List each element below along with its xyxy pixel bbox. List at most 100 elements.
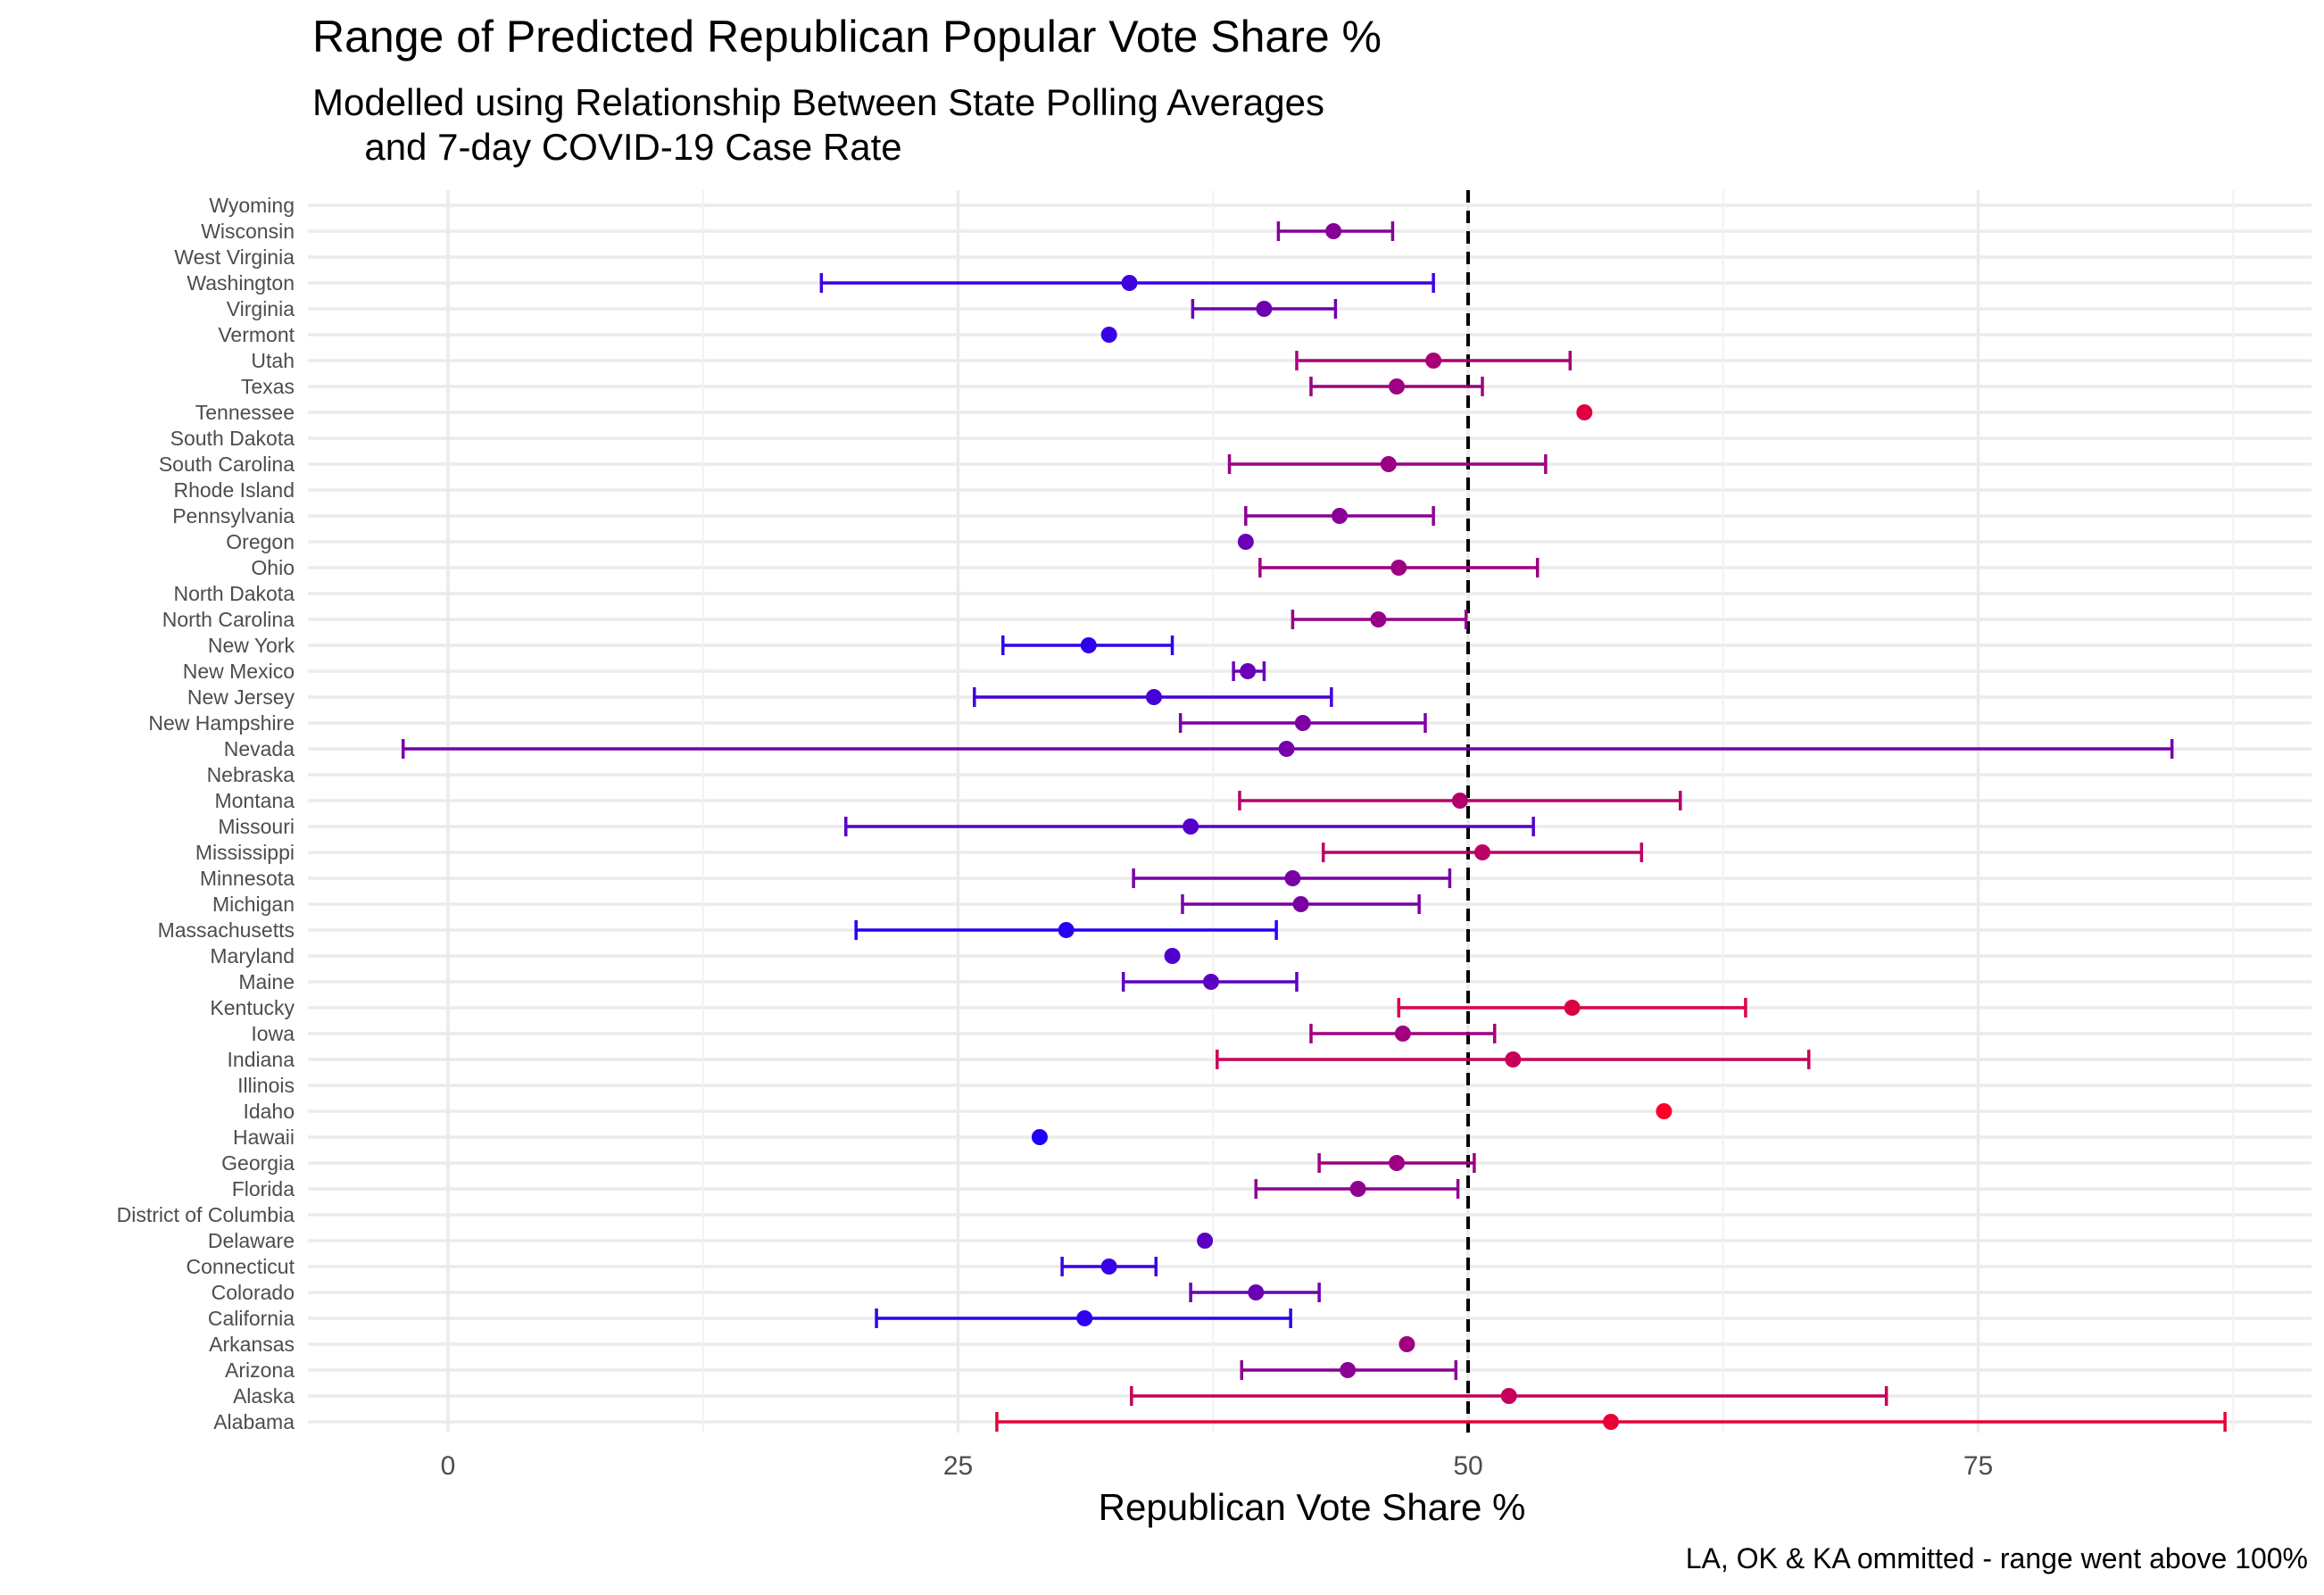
x-axis-ticks: 0 25 50 75	[441, 1451, 1994, 1481]
point	[1394, 1026, 1411, 1042]
point	[1380, 456, 1397, 472]
y-tick-label: South Carolina	[159, 453, 295, 476]
y-tick-label: Pennsylvania	[172, 504, 295, 528]
point	[1294, 715, 1311, 731]
point	[1331, 508, 1348, 524]
point	[1425, 353, 1442, 369]
point	[1603, 1414, 1620, 1430]
point	[1121, 275, 1138, 291]
chart-caption: LA, OK & KA ommitted - range went above …	[1685, 1542, 2308, 1574]
point	[1399, 1336, 1415, 1352]
point	[1240, 663, 1257, 679]
point	[1340, 1362, 1357, 1378]
point	[1564, 1000, 1581, 1016]
y-tick-label: Alaska	[233, 1384, 295, 1408]
y-tick-label: Virginia	[227, 297, 295, 320]
y-tick-label: Arkansas	[209, 1333, 295, 1356]
y-tick-label: Connecticut	[187, 1255, 295, 1278]
y-tick-label: Illinois	[237, 1074, 295, 1097]
y-tick-label: District of Columbia	[117, 1203, 295, 1226]
point	[1292, 896, 1309, 912]
y-tick-label: Nebraska	[207, 763, 295, 786]
y-tick-label: Mississippi	[195, 841, 295, 864]
point	[1237, 534, 1254, 550]
y-tick-label: Maine	[238, 970, 295, 993]
point	[1248, 1284, 1265, 1300]
point	[1500, 1388, 1517, 1404]
y-tick-label: Florida	[232, 1177, 295, 1200]
y-tick-label: West Virginia	[174, 245, 295, 269]
y-tick-label: New York	[208, 634, 295, 657]
y-tick-label: Colorado	[212, 1281, 295, 1304]
y-tick-label: Minnesota	[200, 867, 295, 890]
y-tick-label: Rhode Island	[173, 478, 295, 502]
y-tick-label: New Hampshire	[148, 711, 295, 735]
point	[1451, 793, 1468, 809]
x-axis-title: Republican Vote Share %	[1099, 1486, 1526, 1528]
y-tick-label: Massachusetts	[158, 918, 295, 942]
point	[1278, 741, 1295, 757]
chart-title: Range of Predicted Republican Popular Vo…	[312, 12, 1382, 62]
point	[1197, 1233, 1214, 1249]
y-tick-label: Wisconsin	[201, 220, 295, 243]
y-tick-label: Missouri	[218, 815, 295, 838]
y-tick-label: North Dakota	[173, 582, 295, 605]
y-tick-label: North Carolina	[162, 608, 295, 631]
point	[1576, 404, 1593, 420]
y-tick-label: Maryland	[210, 944, 295, 968]
point	[1505, 1051, 1522, 1067]
y-tick-label: Iowa	[251, 1022, 295, 1045]
y-tick-label: Wyoming	[209, 194, 295, 217]
grid	[308, 190, 2312, 1433]
y-tick-label: Idaho	[243, 1100, 295, 1123]
point	[1390, 560, 1407, 576]
y-tick-label: Ohio	[251, 556, 295, 579]
point	[1349, 1181, 1366, 1197]
x-tick-label: 25	[943, 1451, 973, 1481]
point	[1284, 870, 1301, 886]
y-tick-label: Oregon	[226, 530, 295, 553]
y-tick-label: Alabama	[213, 1410, 295, 1433]
y-tick-label: Arizona	[225, 1358, 295, 1382]
point	[1388, 1155, 1405, 1171]
point	[1474, 844, 1491, 860]
y-tick-label: New Mexico	[183, 660, 295, 683]
point	[1656, 1103, 1672, 1119]
point	[1202, 974, 1219, 990]
point	[1256, 301, 1273, 317]
y-tick-label: Hawaii	[233, 1126, 295, 1149]
y-tick-label: Indiana	[228, 1048, 295, 1071]
point	[1164, 948, 1181, 964]
y-tick-label: Kentucky	[210, 996, 295, 1019]
point	[1100, 327, 1117, 343]
y-tick-label: Montana	[214, 789, 295, 812]
point	[1370, 611, 1387, 627]
y-tick-label: Texas	[241, 375, 295, 398]
y-tick-label: Georgia	[221, 1151, 295, 1175]
point	[1183, 818, 1199, 835]
y-tick-label: Delaware	[208, 1229, 295, 1252]
y-tick-label: Washington	[187, 271, 295, 295]
y-tick-label: Nevada	[224, 737, 295, 760]
x-tick-label: 0	[441, 1451, 456, 1481]
point	[1325, 223, 1342, 239]
point	[1388, 378, 1405, 395]
point	[1058, 922, 1075, 938]
y-tick-label: Vermont	[218, 323, 295, 346]
y-tick-label: New Jersey	[187, 685, 295, 709]
y-tick-label: Tennessee	[195, 401, 295, 424]
point	[1100, 1259, 1117, 1275]
point	[1076, 1310, 1093, 1326]
x-tick-label: 50	[1453, 1451, 1482, 1481]
y-tick-label: Utah	[251, 349, 295, 372]
point	[1031, 1129, 1048, 1145]
y-tick-label: South Dakota	[170, 427, 295, 450]
point	[1080, 637, 1097, 653]
chart-subtitle: Modelled using Relationship Between Stat…	[312, 81, 1324, 168]
y-tick-label: California	[208, 1307, 295, 1330]
y-tick-label: Michigan	[212, 893, 295, 916]
marks	[401, 221, 2227, 1432]
x-tick-label: 75	[1963, 1451, 1993, 1481]
